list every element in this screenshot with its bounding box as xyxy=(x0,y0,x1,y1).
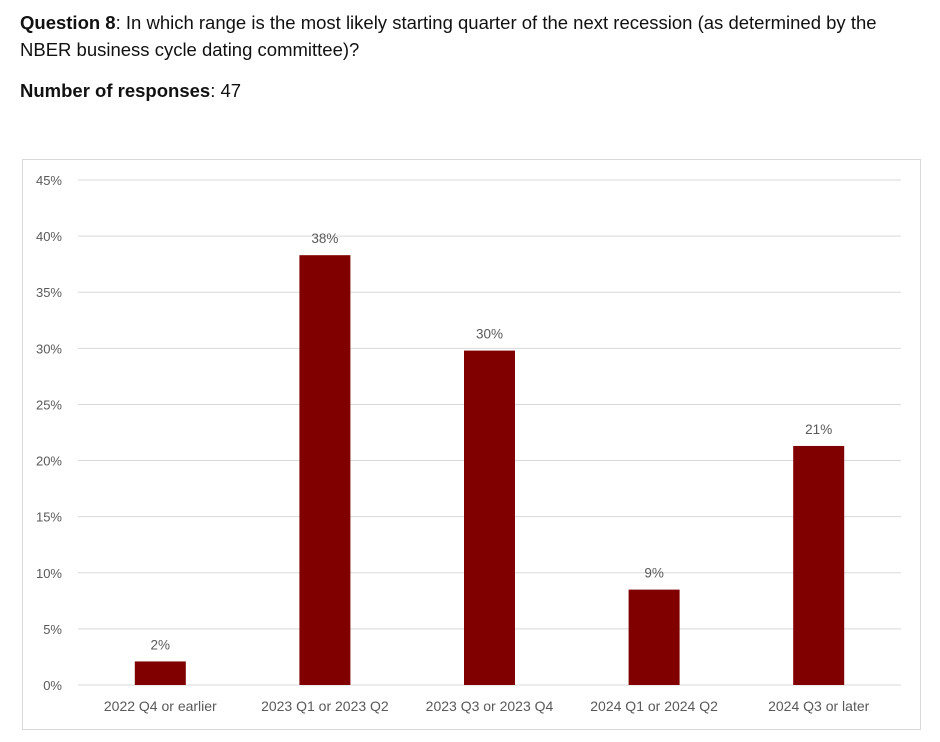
y-tick-label: 0% xyxy=(43,678,62,693)
y-tick-label: 25% xyxy=(36,397,62,412)
response-count: Number of responses: 47 xyxy=(20,77,241,104)
chart-frame: 0% 5% 10% 15% 20% 25% 30% 35% 40% 45% 2% 2022 Q4 or… xyxy=(22,159,921,730)
bar-chart: 0% 5% 10% 15% 20% 25% 30% 35% 40% 45% 2% 2022 Q4 or… xyxy=(36,173,901,714)
question-body: : In which range is the most likely star… xyxy=(20,12,877,60)
y-tick-label: 10% xyxy=(36,566,62,581)
x-tick-label: 2024 Q3 or later xyxy=(768,698,870,714)
bar xyxy=(464,350,515,685)
data-label: 30% xyxy=(476,327,503,342)
y-tick-label: 20% xyxy=(36,454,62,469)
data-label: 9% xyxy=(644,566,664,581)
data-label: 21% xyxy=(805,422,832,437)
data-label: 38% xyxy=(311,231,338,246)
bar xyxy=(134,661,186,685)
y-tick-label: 40% xyxy=(36,229,62,244)
y-tick-label: 35% xyxy=(36,285,62,300)
question-text: Question 8: In which range is the most l… xyxy=(20,9,900,63)
y-tick-label: 30% xyxy=(36,341,62,356)
bar xyxy=(793,445,845,685)
bar xyxy=(628,589,680,685)
data-label: 2% xyxy=(151,637,171,652)
x-tick-label: 2024 Q1 or 2024 Q2 xyxy=(590,698,718,714)
x-tick-label: 2023 Q3 or 2023 Q4 xyxy=(426,698,554,714)
response-count-label: Number of responses xyxy=(20,80,211,101)
x-tick-label: 2023 Q1 or 2023 Q2 xyxy=(261,698,389,714)
x-tick-label: 2022 Q4 or earlier xyxy=(104,698,217,714)
bar xyxy=(299,255,351,685)
question-label: Question 8 xyxy=(20,12,116,33)
y-tick-label: 5% xyxy=(43,622,62,637)
response-count-value: : 47 xyxy=(210,80,242,101)
y-tick-label: 45% xyxy=(36,173,62,188)
y-tick-label: 15% xyxy=(36,510,62,525)
